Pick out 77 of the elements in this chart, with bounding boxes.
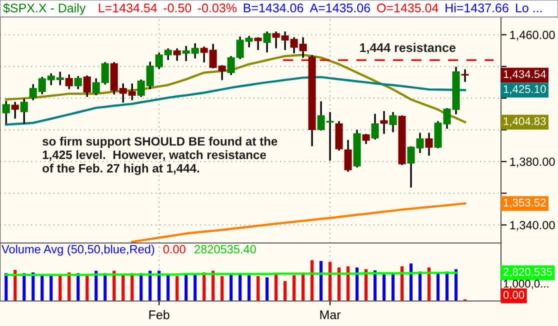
candlestick	[83, 75, 91, 97]
bar	[122, 274, 125, 301]
candlestick	[380, 111, 388, 134]
bar	[4, 273, 8, 301]
bar	[346, 266, 350, 301]
line-series	[5, 76, 466, 126]
bar	[50, 274, 53, 301]
text: 1,404.83	[504, 117, 546, 126]
text: Hi=1437.66	[446, 3, 508, 12]
bar	[194, 274, 197, 301]
bar	[166, 275, 170, 301]
bar	[338, 268, 341, 301]
x-tick-label: Feb	[149, 310, 170, 320]
candlestick	[20, 98, 28, 124]
line-series	[5, 54, 466, 124]
text: 1,000,0...	[504, 280, 548, 289]
bar	[320, 260, 323, 301]
candlestick	[389, 112, 397, 132]
candlestick	[11, 102, 19, 119]
candlestick	[263, 32, 271, 52]
candlestick	[254, 37, 262, 50]
bar	[86, 275, 89, 301]
bar	[274, 274, 278, 301]
text: O=1435.04	[377, 4, 438, 12]
text: 0.00	[163, 245, 186, 254]
x-tick-label: Mar	[320, 310, 341, 320]
bar	[292, 275, 296, 301]
candlestick	[461, 69, 469, 82]
bar	[436, 272, 440, 301]
text: -0.03%	[198, 4, 237, 12]
bar	[266, 277, 269, 301]
bar	[230, 274, 233, 301]
bar	[238, 273, 242, 301]
bar	[130, 273, 134, 301]
bar	[356, 268, 359, 301]
candlestick	[74, 76, 82, 90]
bar	[40, 274, 44, 301]
bar	[104, 273, 107, 301]
text: B=1434.06	[244, 4, 304, 12]
bar	[328, 262, 332, 301]
ref-line-label: 1,444 resistance	[360, 42, 456, 54]
candlestick	[2, 100, 10, 124]
bar	[220, 276, 224, 301]
bar	[454, 269, 458, 301]
text: -0.50	[164, 4, 192, 12]
bar	[176, 276, 179, 301]
bar	[184, 274, 188, 301]
candlestick	[65, 74, 73, 90]
text: 1,434.54	[504, 70, 546, 80]
bar	[248, 275, 251, 301]
text: 2,820,535	[504, 268, 552, 278]
chart-title: $SPX.X - Daily	[3, 3, 86, 15]
y-tick-label: 1,460.00	[510, 30, 555, 41]
y-tick-label: 1,380.00	[510, 158, 555, 168]
annotation: so firm support SHOULD BE found at the 1,425 level. However, watch resistance of the Feb. 27 high at 1,444.	[42, 136, 278, 176]
bar	[140, 273, 143, 301]
text: 0.00	[503, 290, 524, 299]
text: 1,353.52	[504, 198, 546, 208]
text: Lo ...	[516, 4, 542, 12]
bar	[391, 274, 395, 301]
bar	[310, 260, 314, 301]
bar	[409, 263, 413, 301]
bar	[382, 274, 386, 301]
bar	[58, 274, 62, 301]
text: 1,425.10	[504, 85, 546, 94]
y-tick-label: 1,340.00	[510, 220, 555, 231]
candlestick	[371, 114, 379, 140]
line-series	[130, 202, 466, 243]
candlestick	[173, 48, 181, 61]
bar	[256, 276, 260, 301]
text: L=1434.54	[98, 4, 157, 12]
text: 2820535.40	[194, 245, 256, 254]
candlestick	[425, 132, 433, 156]
chart-title: Volume Avg (50,50,blue,Red)	[2, 244, 154, 256]
bar	[284, 280, 287, 301]
text: A=1435.06	[310, 4, 370, 12]
candlestick	[344, 140, 352, 172]
